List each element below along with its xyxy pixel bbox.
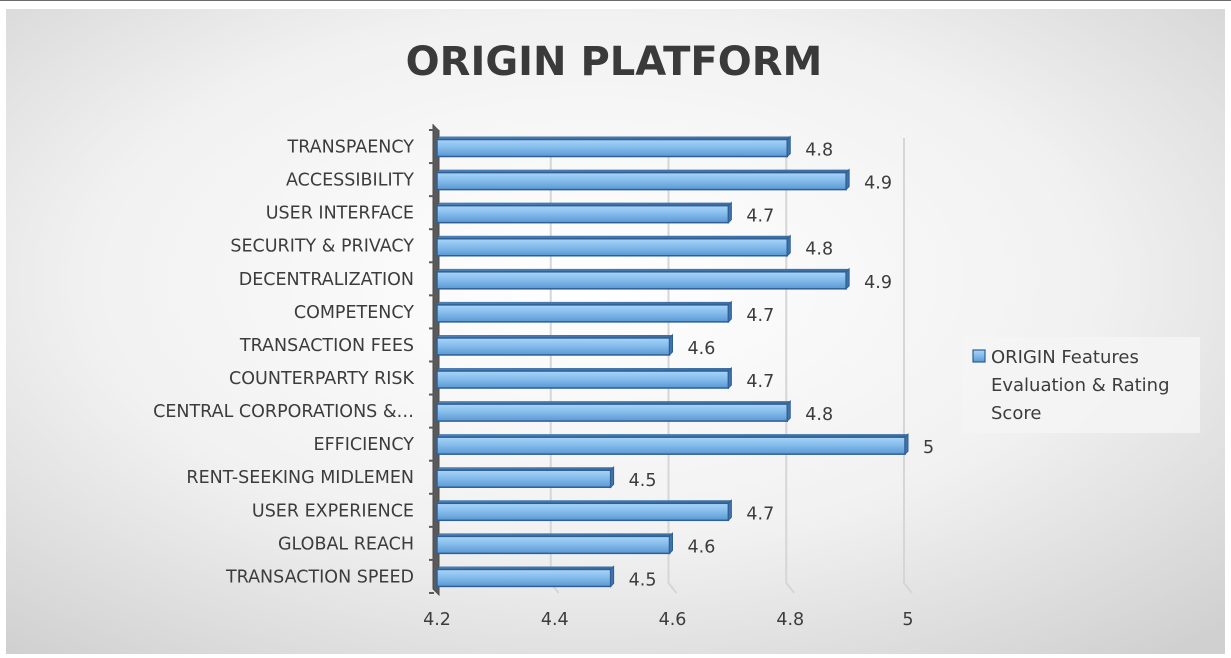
chart-title: ORIGIN PLATFORM [406, 39, 823, 85]
legend-entry-line: Score [991, 403, 1041, 424]
bars [436, 135, 909, 588]
bar-face [436, 403, 788, 422]
bar-end-face [727, 366, 732, 390]
bar-face [436, 271, 847, 290]
bar-face [436, 138, 788, 158]
bar-end-face [786, 234, 791, 257]
bar [436, 366, 732, 390]
data-label: 4.7 [746, 504, 774, 524]
data-label: 5 [923, 438, 934, 458]
category-label: COUNTERPARTY RISK [229, 369, 414, 389]
bar [436, 201, 732, 224]
x-tick-label: 5 [902, 610, 913, 630]
bar-end-face [786, 399, 791, 423]
bar [436, 499, 732, 522]
bar-end-face [727, 499, 732, 522]
legend-entry-line: ORIGIN Features [991, 347, 1139, 368]
category-label: CENTRAL CORPORATIONS &… [153, 402, 414, 422]
x-tick-label: 4.6 [659, 610, 687, 630]
category-label: TRANSACTION FEES [239, 336, 414, 356]
value-labels: 4.8 4.9 4.7 4.8 4.9 4.7 4.6 4.7 4.8 5 4.5 4.7 4.6 4.5 [629, 141, 935, 591]
category-label: SECURITY & PRIVACY [230, 237, 414, 257]
data-label: 4.6 [688, 339, 716, 359]
bar-end-face [610, 466, 615, 489]
data-label: 4.7 [746, 372, 774, 392]
bar [436, 135, 791, 158]
bar-end-face [845, 168, 850, 191]
data-label: 4.5 [629, 471, 657, 491]
x-tick-label: 4.2 [423, 610, 451, 630]
bar-end-face [727, 201, 732, 224]
plot-background [6, 9, 1225, 654]
legend-swatch [972, 349, 986, 363]
x-tick-label: 4.8 [776, 610, 804, 630]
bar-face [436, 535, 671, 555]
bar [436, 466, 615, 489]
legend: ORIGIN Features Evaluation & Rating Score [962, 337, 1200, 433]
data-label: 4.8 [805, 240, 833, 260]
bar-face [436, 469, 612, 488]
bar-end-face [786, 135, 791, 158]
bar-face [436, 171, 847, 191]
bar-end-face [610, 565, 615, 588]
legend-entry-line: Evaluation & Rating [991, 375, 1170, 396]
x-axis-tick-labels: 4.2 4.4 4.6 4.8 5 [423, 610, 913, 630]
bar-face [436, 304, 730, 323]
bar-end-face [904, 432, 909, 456]
category-label: ACCESSIBILITY [286, 171, 414, 191]
bar [436, 432, 909, 456]
data-label: 4.7 [746, 207, 774, 227]
data-label: 4.9 [864, 174, 892, 194]
data-label: 4.5 [629, 570, 657, 590]
bar-end-face [845, 267, 850, 291]
category-label: TRANSPAENCY [287, 138, 415, 158]
gridline [903, 138, 913, 594]
category-label: TRANSACTION SPEED [225, 567, 414, 587]
x-tick-label: 4.4 [541, 610, 569, 630]
bar-face [436, 237, 788, 257]
category-labels: TRANSPAENCY ACCESSIBILITY USER INTERFACE SE… [153, 138, 414, 588]
data-label: 4.6 [688, 537, 716, 557]
bar-face [436, 502, 730, 522]
legend-background [962, 337, 1200, 433]
bar-face [436, 204, 730, 224]
bar-end-face [727, 300, 732, 324]
bar-end-face [669, 532, 673, 555]
data-label: 4.7 [746, 306, 774, 326]
category-label: COMPETENCY [294, 303, 414, 323]
category-label: RENT-SEEKING MIDLEMEN [186, 468, 414, 488]
bar [436, 267, 850, 291]
legend-entry: ORIGIN Features Evaluation & Rating Score [991, 347, 1170, 424]
bar [436, 532, 673, 555]
bar [436, 399, 791, 423]
bar [436, 168, 850, 191]
data-label: 4.8 [805, 141, 833, 161]
category-label: USER INTERFACE [266, 204, 414, 224]
bar-face [436, 436, 906, 455]
bar-face [436, 370, 730, 389]
bar-face [436, 337, 671, 356]
bar [436, 565, 615, 588]
bar [436, 333, 673, 357]
axis-wall [432, 124, 440, 597]
data-label: 4.9 [864, 273, 892, 293]
category-label: DECENTRALIZATION [239, 270, 414, 290]
bar [436, 300, 732, 324]
bar [436, 234, 791, 257]
data-label: 4.8 [805, 405, 833, 425]
bar-face [436, 568, 612, 588]
category-label: EFFICIENCY [314, 435, 415, 455]
bar-end-face [669, 333, 673, 357]
category-label: GLOBAL REACH [278, 534, 414, 554]
category-label: USER EXPERIENCE [252, 501, 414, 521]
